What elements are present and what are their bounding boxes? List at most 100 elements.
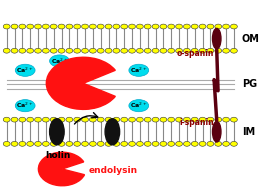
Circle shape [215,24,222,29]
Circle shape [199,48,206,53]
Circle shape [35,117,41,122]
Text: Ca$^{2+}$: Ca$^{2+}$ [16,66,34,75]
Circle shape [42,48,49,53]
Circle shape [152,24,159,29]
Circle shape [230,117,237,122]
Circle shape [136,48,143,53]
Circle shape [89,24,96,29]
Ellipse shape [129,100,149,112]
Circle shape [191,117,198,122]
Circle shape [66,24,73,29]
Circle shape [168,24,175,29]
Circle shape [160,48,167,53]
Wedge shape [46,57,115,109]
Circle shape [160,117,167,122]
Circle shape [74,117,81,122]
Circle shape [19,117,26,122]
Text: o-spanin: o-spanin [177,49,214,58]
Ellipse shape [50,55,69,67]
Circle shape [35,48,41,53]
Circle shape [230,141,237,146]
Circle shape [113,141,120,146]
Circle shape [66,48,73,53]
Circle shape [11,141,18,146]
Ellipse shape [213,122,221,142]
Circle shape [199,117,206,122]
Circle shape [199,141,206,146]
Text: OM: OM [242,34,260,44]
Text: PG: PG [242,79,257,89]
Circle shape [207,24,214,29]
Circle shape [129,48,135,53]
Circle shape [183,141,190,146]
Circle shape [176,141,182,146]
Circle shape [160,141,167,146]
Circle shape [113,48,120,53]
Text: endolysin: endolysin [89,166,138,175]
Circle shape [223,117,230,122]
Circle shape [183,48,190,53]
Circle shape [19,24,26,29]
Circle shape [89,117,96,122]
Ellipse shape [129,64,149,76]
Circle shape [176,24,182,29]
Text: Ca$^{2+}$: Ca$^{2+}$ [130,101,148,110]
Circle shape [223,141,230,146]
Circle shape [160,24,167,29]
Circle shape [42,117,49,122]
Circle shape [152,48,159,53]
Circle shape [82,24,88,29]
Circle shape [97,24,104,29]
Ellipse shape [213,28,221,49]
Text: holin: holin [45,151,71,160]
Circle shape [58,24,65,29]
Circle shape [136,141,143,146]
Circle shape [144,24,151,29]
Circle shape [199,24,206,29]
Circle shape [215,117,222,122]
Circle shape [11,24,18,29]
Circle shape [82,48,88,53]
Text: Ca$^{2+}$: Ca$^{2+}$ [16,101,34,110]
Circle shape [58,48,65,53]
Circle shape [144,117,151,122]
Circle shape [183,24,190,29]
Circle shape [58,141,65,146]
Circle shape [89,48,96,53]
Circle shape [183,117,190,122]
Ellipse shape [15,64,35,76]
Circle shape [113,117,120,122]
Circle shape [168,141,175,146]
Circle shape [3,117,10,122]
Circle shape [152,117,159,122]
Circle shape [66,117,73,122]
Circle shape [97,48,104,53]
Circle shape [74,48,81,53]
Circle shape [3,141,10,146]
Circle shape [89,141,96,146]
Circle shape [168,48,175,53]
Ellipse shape [105,119,120,145]
Circle shape [27,48,34,53]
Circle shape [215,48,222,53]
Text: Ca$^{2+}$: Ca$^{2+}$ [130,66,148,75]
Circle shape [129,141,135,146]
Circle shape [35,24,41,29]
Circle shape [136,24,143,29]
Circle shape [3,24,10,29]
Circle shape [97,117,104,122]
Circle shape [27,141,34,146]
Circle shape [223,48,230,53]
Circle shape [27,117,34,122]
Circle shape [97,141,104,146]
Circle shape [19,48,26,53]
Text: Ca$^{2+}$: Ca$^{2+}$ [51,56,68,66]
Circle shape [35,141,41,146]
Circle shape [105,117,112,122]
Circle shape [50,48,57,53]
Circle shape [82,141,88,146]
Ellipse shape [15,100,35,112]
Circle shape [191,141,198,146]
Circle shape [176,48,182,53]
Circle shape [27,24,34,29]
